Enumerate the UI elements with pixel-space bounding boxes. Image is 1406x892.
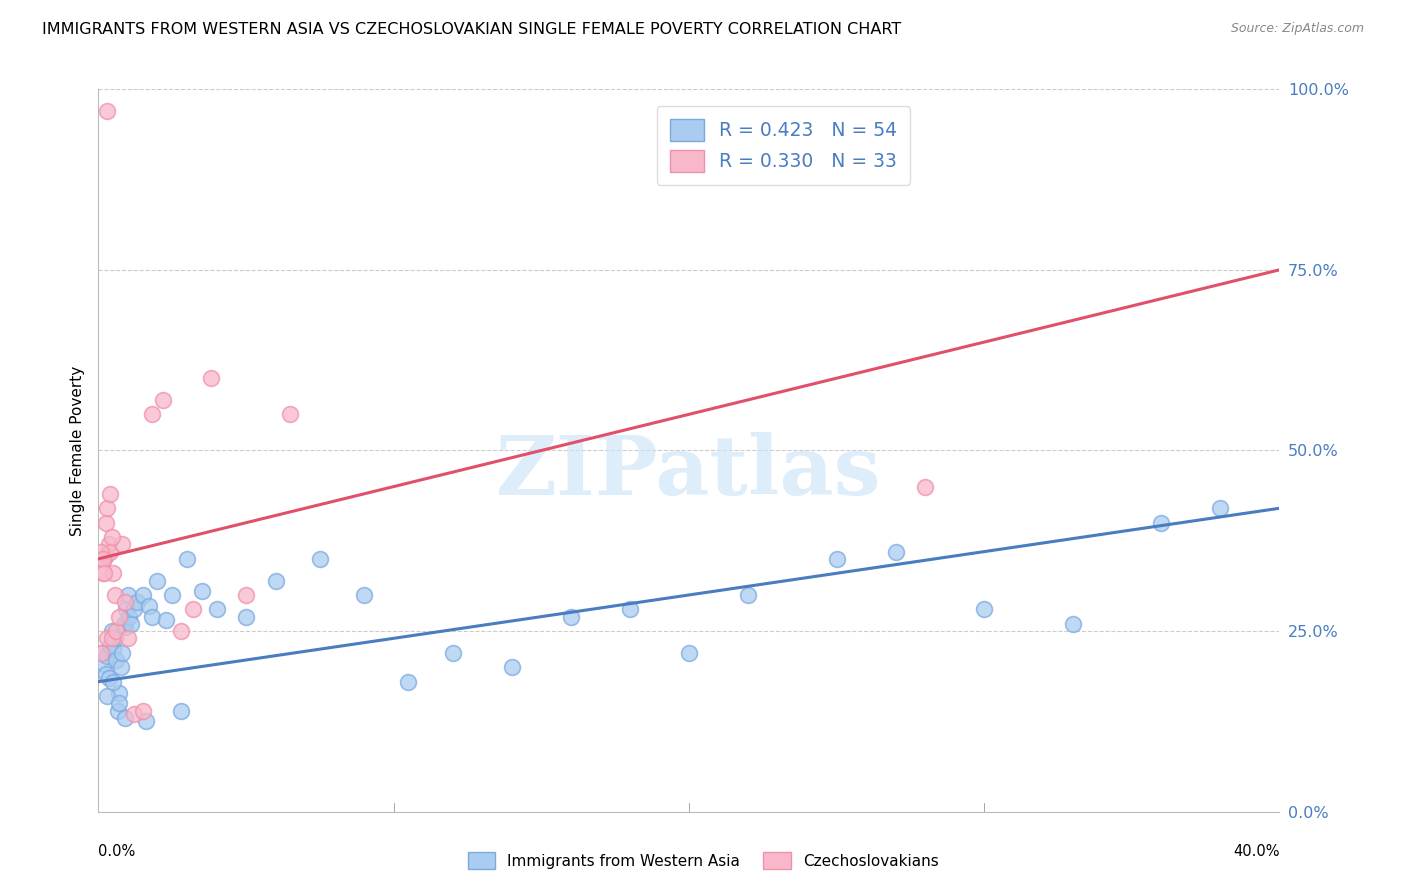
Point: [105, 653, 128, 667]
Point: [825, 551, 848, 566]
Point: [111, 646, 134, 660]
Point: [94, 516, 117, 530]
Point: [235, 588, 257, 602]
Point: [118, 609, 141, 624]
Point: [132, 588, 155, 602]
Point: [108, 685, 131, 699]
Point: [1062, 616, 1084, 631]
Point: [114, 595, 136, 609]
Point: [93, 566, 115, 581]
Point: [309, 551, 332, 566]
Point: [98, 544, 121, 558]
Point: [110, 660, 132, 674]
Point: [103, 674, 125, 689]
Point: [398, 674, 420, 689]
Point: [98, 639, 121, 653]
Point: [108, 609, 131, 624]
Point: [135, 714, 157, 729]
Point: [125, 595, 148, 609]
Point: [90, 646, 112, 660]
Legend: R = 0.423   N = 54, R = 0.330   N = 33: R = 0.423 N = 54, R = 0.330 N = 33: [657, 106, 910, 185]
Point: [973, 602, 995, 616]
Point: [501, 660, 523, 674]
Point: [103, 642, 125, 657]
Point: [104, 588, 127, 602]
Point: [104, 632, 127, 646]
Point: [122, 707, 145, 722]
Point: [737, 588, 759, 602]
Point: [235, 609, 257, 624]
Point: [94, 548, 117, 562]
Point: [441, 646, 464, 660]
Point: [884, 544, 907, 558]
Point: [93, 551, 115, 566]
Point: [205, 602, 228, 616]
Point: [105, 624, 128, 639]
Y-axis label: Single Female Poverty: Single Female Poverty: [69, 366, 84, 535]
Point: [1209, 501, 1232, 516]
Point: [100, 632, 122, 646]
Point: [141, 407, 163, 421]
Point: [108, 696, 131, 710]
Point: [200, 371, 222, 385]
Point: [138, 599, 160, 613]
Point: [619, 602, 641, 616]
Point: [96, 689, 118, 703]
Point: [96, 103, 118, 118]
Point: [96, 649, 118, 664]
Point: [100, 624, 122, 639]
Point: [176, 551, 198, 566]
Point: [191, 584, 214, 599]
Point: [96, 632, 118, 646]
Point: [114, 711, 136, 725]
Point: [155, 613, 177, 627]
Text: 0.0%: 0.0%: [98, 844, 135, 859]
Point: [181, 602, 204, 616]
Point: [152, 392, 174, 407]
Point: [91, 566, 114, 581]
Point: [170, 704, 193, 718]
Point: [91, 551, 114, 566]
Legend: Immigrants from Western Asia, Czechoslovakians: Immigrants from Western Asia, Czechoslov…: [461, 846, 945, 875]
Text: IMMIGRANTS FROM WESTERN ASIA VS CZECHOSLOVAKIAN SINGLE FEMALE POVERTY CORRELATIO: IMMIGRANTS FROM WESTERN ASIA VS CZECHOSL…: [42, 22, 901, 37]
Point: [90, 544, 112, 558]
Point: [93, 657, 115, 671]
Point: [560, 609, 582, 624]
Point: [914, 480, 936, 494]
Point: [111, 537, 134, 551]
Point: [114, 620, 136, 634]
Point: [280, 407, 302, 421]
Text: Source: ZipAtlas.com: Source: ZipAtlas.com: [1230, 22, 1364, 36]
Point: [115, 602, 138, 616]
Point: [97, 671, 120, 685]
Point: [353, 588, 375, 602]
Point: [94, 667, 117, 681]
Point: [100, 530, 122, 544]
Point: [117, 632, 139, 646]
Point: [98, 487, 121, 501]
Point: [96, 501, 118, 516]
Text: 40.0%: 40.0%: [1233, 844, 1279, 859]
Text: ZIPatlas: ZIPatlas: [496, 432, 882, 512]
Point: [91, 646, 114, 660]
Point: [122, 602, 145, 616]
Point: [117, 588, 139, 602]
Point: [170, 624, 193, 639]
Point: [264, 574, 287, 588]
Point: [141, 609, 163, 624]
Point: [1150, 516, 1173, 530]
Point: [162, 588, 183, 602]
Point: [107, 704, 129, 718]
Point: [132, 704, 155, 718]
Point: [146, 574, 169, 588]
Point: [103, 566, 125, 581]
Point: [112, 616, 135, 631]
Point: [97, 537, 120, 551]
Point: [120, 616, 142, 631]
Point: [678, 646, 700, 660]
